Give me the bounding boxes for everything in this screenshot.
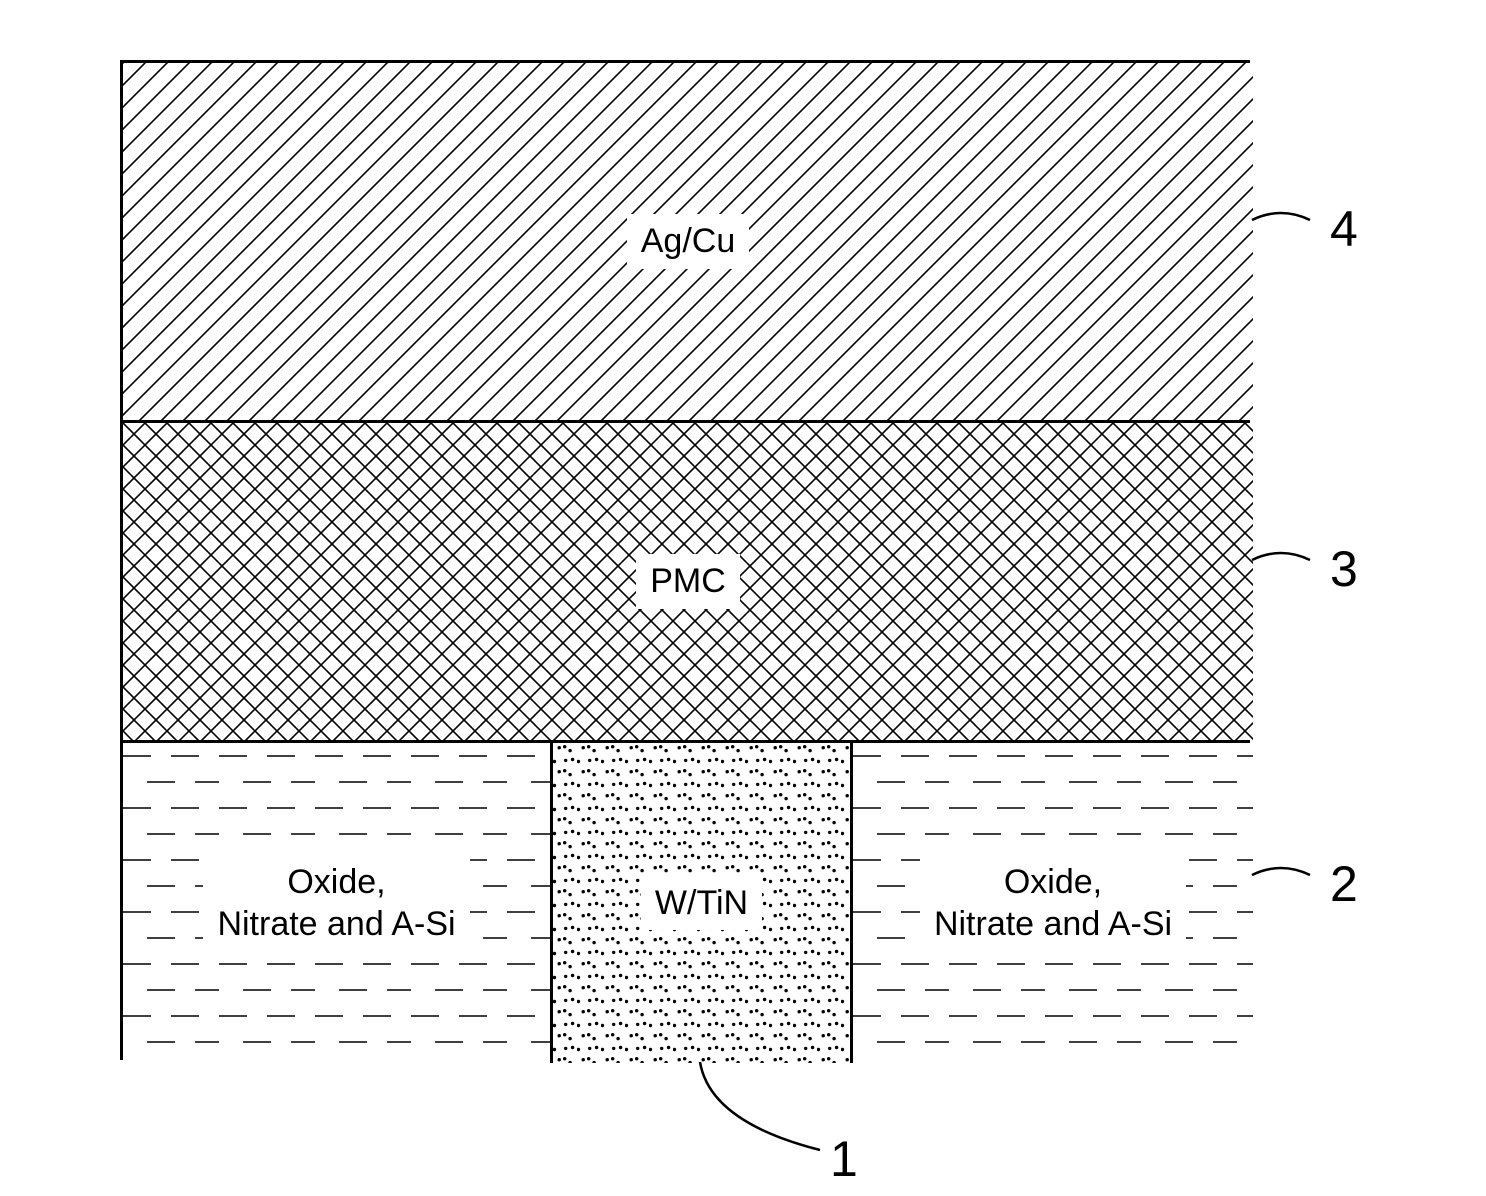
row-top: Ag/Cu <box>123 63 1247 423</box>
callout-1-lead <box>700 1062 820 1150</box>
layer-pmc: PMC <box>123 423 1253 740</box>
row-bottom: Oxide, Nitrate and A-Si W/TiN Oxide, Nitra… <box>123 743 1247 1063</box>
layer-oxide-right-label: Oxide, Nitrate and A-Si <box>920 855 1186 952</box>
layer-pmc-label: PMC <box>636 554 740 609</box>
callout-4: 4 <box>1330 200 1358 258</box>
layer-wtin-label: W/TiN <box>641 876 762 931</box>
callout-1: 1 <box>830 1130 858 1188</box>
layer-stack-diagram: Ag/CuPMCOxide, Nitrate and A-SiW/TiNOxid… <box>120 60 1250 1060</box>
callout-3-lead <box>1252 553 1310 560</box>
layer-oxide-left: Oxide, Nitrate and A-Si <box>123 743 553 1063</box>
layer-oxide-left-label: Oxide, Nitrate and A-Si <box>203 855 469 952</box>
callout-2: 2 <box>1330 855 1358 913</box>
row-mid: PMC <box>123 423 1247 743</box>
layer-agcu-label: Ag/Cu <box>627 214 750 269</box>
callout-3: 3 <box>1330 540 1358 598</box>
layer-wtin: W/TiN <box>553 743 853 1063</box>
callout-4-lead <box>1252 213 1310 220</box>
layer-agcu: Ag/Cu <box>123 63 1253 420</box>
layer-oxide-right: Oxide, Nitrate and A-Si <box>853 743 1253 1063</box>
callout-2-lead <box>1252 868 1310 875</box>
